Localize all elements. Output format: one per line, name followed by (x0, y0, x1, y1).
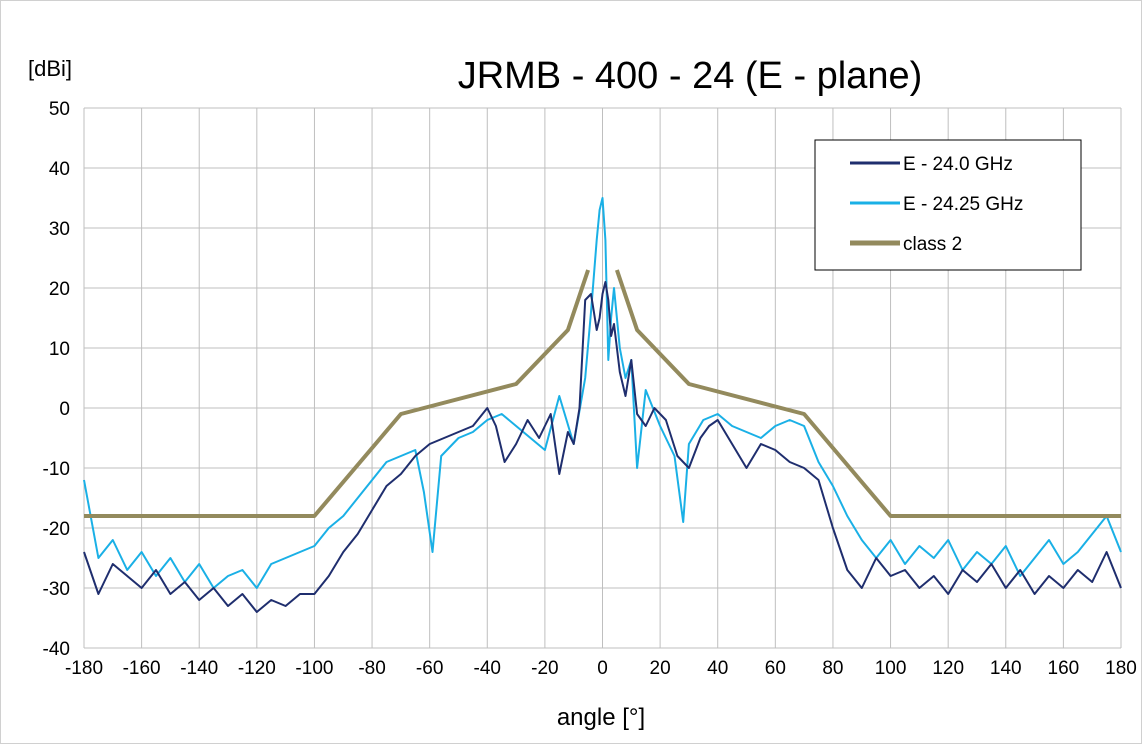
tick-labels: -180 -160 -140 -120 -100 -80 -60 -40 -20 0 20 40 60 8… (43, 99, 1137, 679)
x-tick-label: 80 (822, 658, 843, 679)
x-tick-label: 60 (765, 658, 786, 679)
x-tick-label: -180 (65, 658, 103, 679)
x-tick-label: 0 (597, 658, 608, 679)
y-tick-label: 20 (49, 279, 70, 300)
series-layer (83, 197, 1122, 613)
legend-label: class 2 (903, 234, 962, 255)
x-tick-label: -20 (531, 658, 558, 679)
x-tick-label: -40 (474, 658, 501, 679)
y-tick-label: -40 (43, 639, 70, 660)
x-tick-label: -60 (416, 658, 443, 679)
y-tick-label: 40 (49, 159, 70, 180)
x-tick-label: 120 (932, 658, 964, 679)
x-axis-label: angle [°] (557, 704, 645, 731)
chart-title: JRMB - 400 - 24 (E - plane) (458, 55, 923, 97)
legend: E - 24.0 GHz E - 24.25 GHz class 2 (814, 139, 1082, 271)
y-tick-label: -20 (43, 519, 70, 540)
series-class-2-segment-2 (615, 269, 1121, 518)
y-axis-label: [dBi] (28, 56, 72, 81)
x-tick-label: 180 (1105, 658, 1137, 679)
y-tick-label: -10 (43, 459, 70, 480)
series-e-24-25-ghz-line (83, 197, 1122, 589)
x-tick-label: -140 (180, 658, 218, 679)
x-tick-label: 40 (707, 658, 728, 679)
y-tick-label: 30 (49, 219, 70, 240)
legend-label: E - 24.0 GHz (903, 154, 1013, 175)
y-tick-label: 50 (49, 99, 70, 120)
x-tick-label: 140 (990, 658, 1022, 679)
x-tick-label: 160 (1048, 658, 1080, 679)
x-tick-label: -80 (358, 658, 385, 679)
x-tick-label: -100 (295, 658, 333, 679)
x-tick-label: -160 (123, 658, 161, 679)
y-tick-label: 0 (59, 399, 70, 420)
x-tick-label: 20 (650, 658, 671, 679)
legend-label: E - 24.25 GHz (903, 194, 1023, 215)
series-class-2-segment-1 (84, 269, 590, 518)
y-tick-label: -30 (43, 579, 70, 600)
y-tick-label: 10 (49, 339, 70, 360)
series-e-24-0-ghz-line (83, 281, 1122, 613)
grid (83, 107, 1122, 649)
x-tick-label: 100 (875, 658, 907, 679)
x-tick-label: -120 (238, 658, 276, 679)
